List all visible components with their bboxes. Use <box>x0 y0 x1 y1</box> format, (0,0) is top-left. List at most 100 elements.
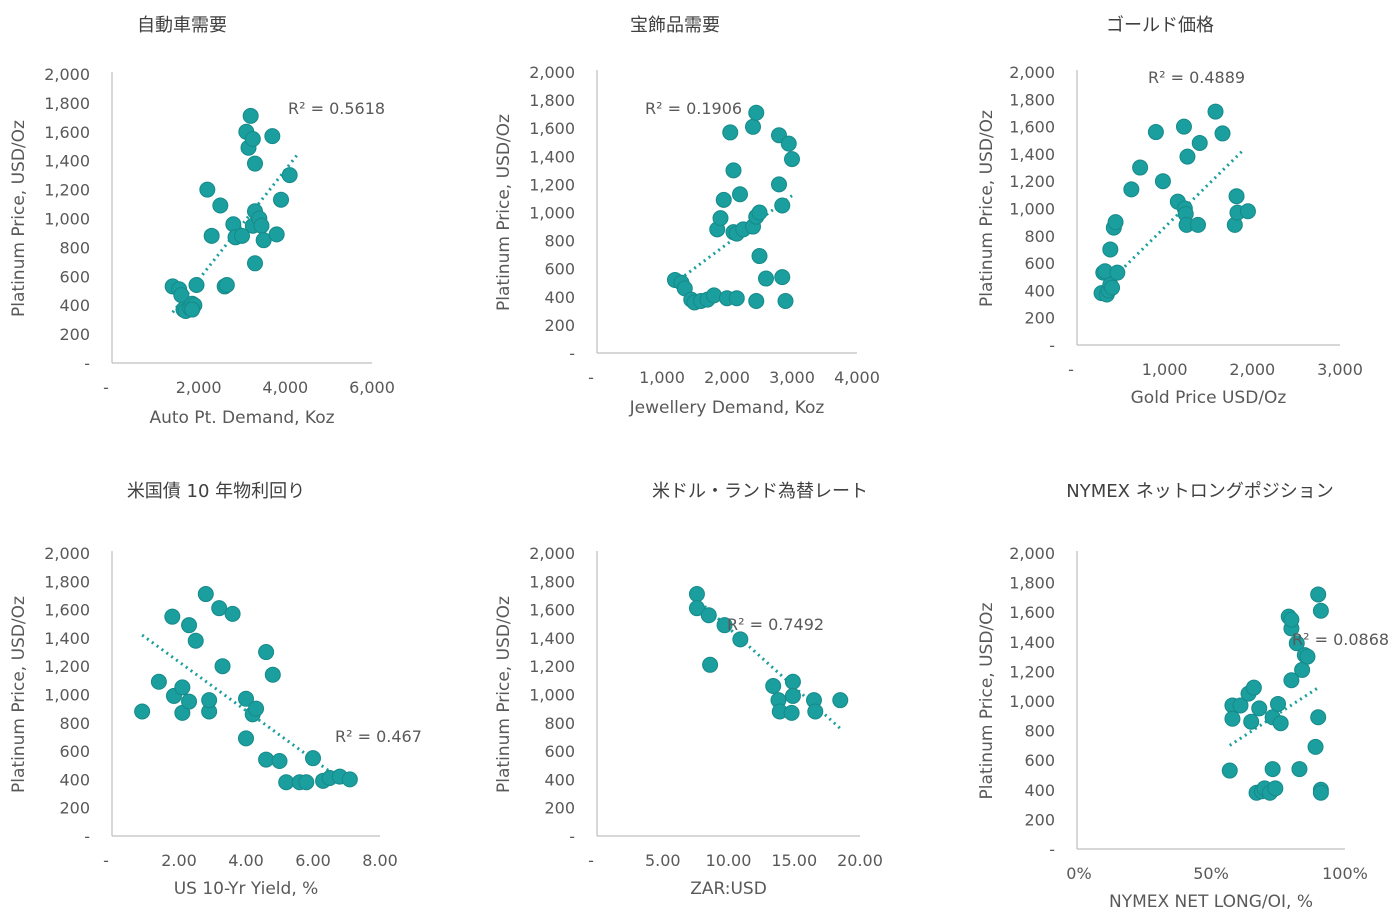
chart-panel-2: 宝飾品需要 - 200 400 600 800 1,000 1,200 1,400 1,600 1,… <box>494 15 880 418</box>
r-squared-label: R² = 0.5618 <box>288 99 385 118</box>
x-axis-label: Auto Pt. Demand, Koz <box>149 408 334 428</box>
data-point <box>1189 216 1206 233</box>
y-tick-label: 200 <box>59 799 90 818</box>
data-point <box>234 227 250 244</box>
x-tick-label: 2,000 <box>176 378 222 397</box>
y-tick-label: 1,600 <box>44 601 90 620</box>
data-point <box>203 227 220 244</box>
chart-title: ゴールド価格 <box>1106 15 1214 36</box>
y-tick-label: 400 <box>1024 281 1055 300</box>
x-tick-label: 2.00 <box>161 851 197 870</box>
y-axis-label: Platinum Price, USD/Oz <box>494 114 514 311</box>
data-point <box>134 703 151 720</box>
y-tick-label: 1,800 <box>529 91 575 110</box>
y-tick-label: 1,200 <box>44 181 90 200</box>
y-tick-label: - <box>84 827 90 846</box>
y-tick-label: 2,000 <box>529 544 575 563</box>
data-point <box>1147 124 1164 141</box>
y-tick-label: - <box>84 354 90 373</box>
y-axis-label: Platinum Price, USD/Oz <box>977 110 997 307</box>
x-tick-label: - <box>1068 360 1074 379</box>
y-tick-label: 800 <box>59 238 90 257</box>
y-tick-label: 400 <box>1024 781 1055 800</box>
chart-panel-1: 自動車需要 - 200 400 600 800 1,000 1,200 1,400 1,600 1,… <box>9 15 395 428</box>
data-point <box>784 151 800 168</box>
data-point <box>1310 586 1327 603</box>
y-tick-label: 1,400 <box>1009 145 1055 164</box>
x-tick-label: - <box>588 368 594 387</box>
data-point <box>702 656 719 673</box>
data-point <box>765 678 782 695</box>
x-axis-label: US 10-Yr Yield, % <box>174 879 319 899</box>
y-tick-label: 2,000 <box>1009 544 1055 563</box>
data-point <box>212 197 229 214</box>
data-point <box>181 693 198 710</box>
data-point <box>271 753 288 770</box>
y-tick-label: 1,600 <box>1009 603 1055 622</box>
data-point <box>784 673 801 690</box>
data-point <box>771 176 787 193</box>
data-point <box>242 107 259 124</box>
x-axis-label: NYMEX NET LONG/OI, % <box>1109 892 1313 911</box>
trendline <box>1102 148 1245 289</box>
data-point <box>774 269 791 286</box>
data-point <box>1267 780 1284 797</box>
data-point <box>218 276 235 293</box>
chart-panel-6: NYMEX ネットロングポジション - 200 400 600 800 1,000 1,200… <box>977 481 1389 911</box>
x-tick-label: 4.00 <box>228 851 264 870</box>
x-tick-label: 3,000 <box>769 368 815 387</box>
x-tick-label: 1,000 <box>639 368 685 387</box>
y-tick-label: 2,000 <box>44 65 90 84</box>
y-tick-label: 2,000 <box>44 544 90 563</box>
y-tick-label: 1,800 <box>44 94 90 113</box>
data-point <box>732 631 749 648</box>
data-point <box>1207 103 1224 120</box>
y-tick-label: 1,800 <box>44 572 90 591</box>
data-point <box>832 692 849 709</box>
y-tick-label: 1,200 <box>529 175 575 194</box>
data-point <box>1283 611 1300 628</box>
y-tick-label: 1,200 <box>1009 172 1055 191</box>
data-point <box>725 162 742 179</box>
x-tick-label: - <box>103 378 109 397</box>
data-point <box>201 692 218 709</box>
x-tick-label: - <box>103 851 109 870</box>
y-tick-label: 1,000 <box>529 204 575 223</box>
x-tick-label: 8.00 <box>362 851 398 870</box>
data-point <box>777 293 794 310</box>
chart-title: 米国債 10 年物利回り <box>127 481 305 502</box>
x-axis-label: ZAR:USD <box>690 879 767 899</box>
data-point <box>784 687 801 704</box>
y-tick-label: - <box>1049 336 1055 355</box>
r-squared-label: R² = 0.467 <box>335 727 422 746</box>
data-point <box>1104 279 1121 296</box>
data-point <box>247 155 263 172</box>
data-point <box>1239 203 1256 220</box>
r-squared-label: R² = 0.0868 <box>1292 630 1389 649</box>
x-tick-label: - <box>588 851 594 870</box>
y-tick-label: 1,600 <box>44 123 90 142</box>
y-tick-label: 1,600 <box>1009 118 1055 137</box>
data-point <box>700 607 717 624</box>
x-tick-label: 2,000 <box>704 368 750 387</box>
data-point <box>1102 241 1119 258</box>
data-point <box>1232 697 1249 714</box>
data-point <box>174 679 191 696</box>
x-tick-label: 6.00 <box>295 851 331 870</box>
data-point <box>238 730 254 747</box>
chart-panel-4: 米国債 10 年物利回り - 200 400 600 800 1,000 1,200 1,400… <box>9 481 422 899</box>
data-point <box>1191 134 1208 151</box>
y-tick-label: 800 <box>59 714 90 733</box>
data-point <box>298 774 315 791</box>
data-point <box>1132 159 1149 176</box>
data-point <box>1228 188 1245 205</box>
data-point <box>199 181 216 198</box>
y-tick-label: 1,400 <box>529 629 575 648</box>
r-squared-label: R² = 0.4889 <box>1148 68 1245 87</box>
y-tick-label: 800 <box>544 232 575 251</box>
data-point <box>164 608 181 625</box>
data-point <box>181 617 198 634</box>
data-point <box>758 270 774 287</box>
data-point <box>1224 710 1241 727</box>
y-tick-label: 1,800 <box>1009 574 1055 593</box>
